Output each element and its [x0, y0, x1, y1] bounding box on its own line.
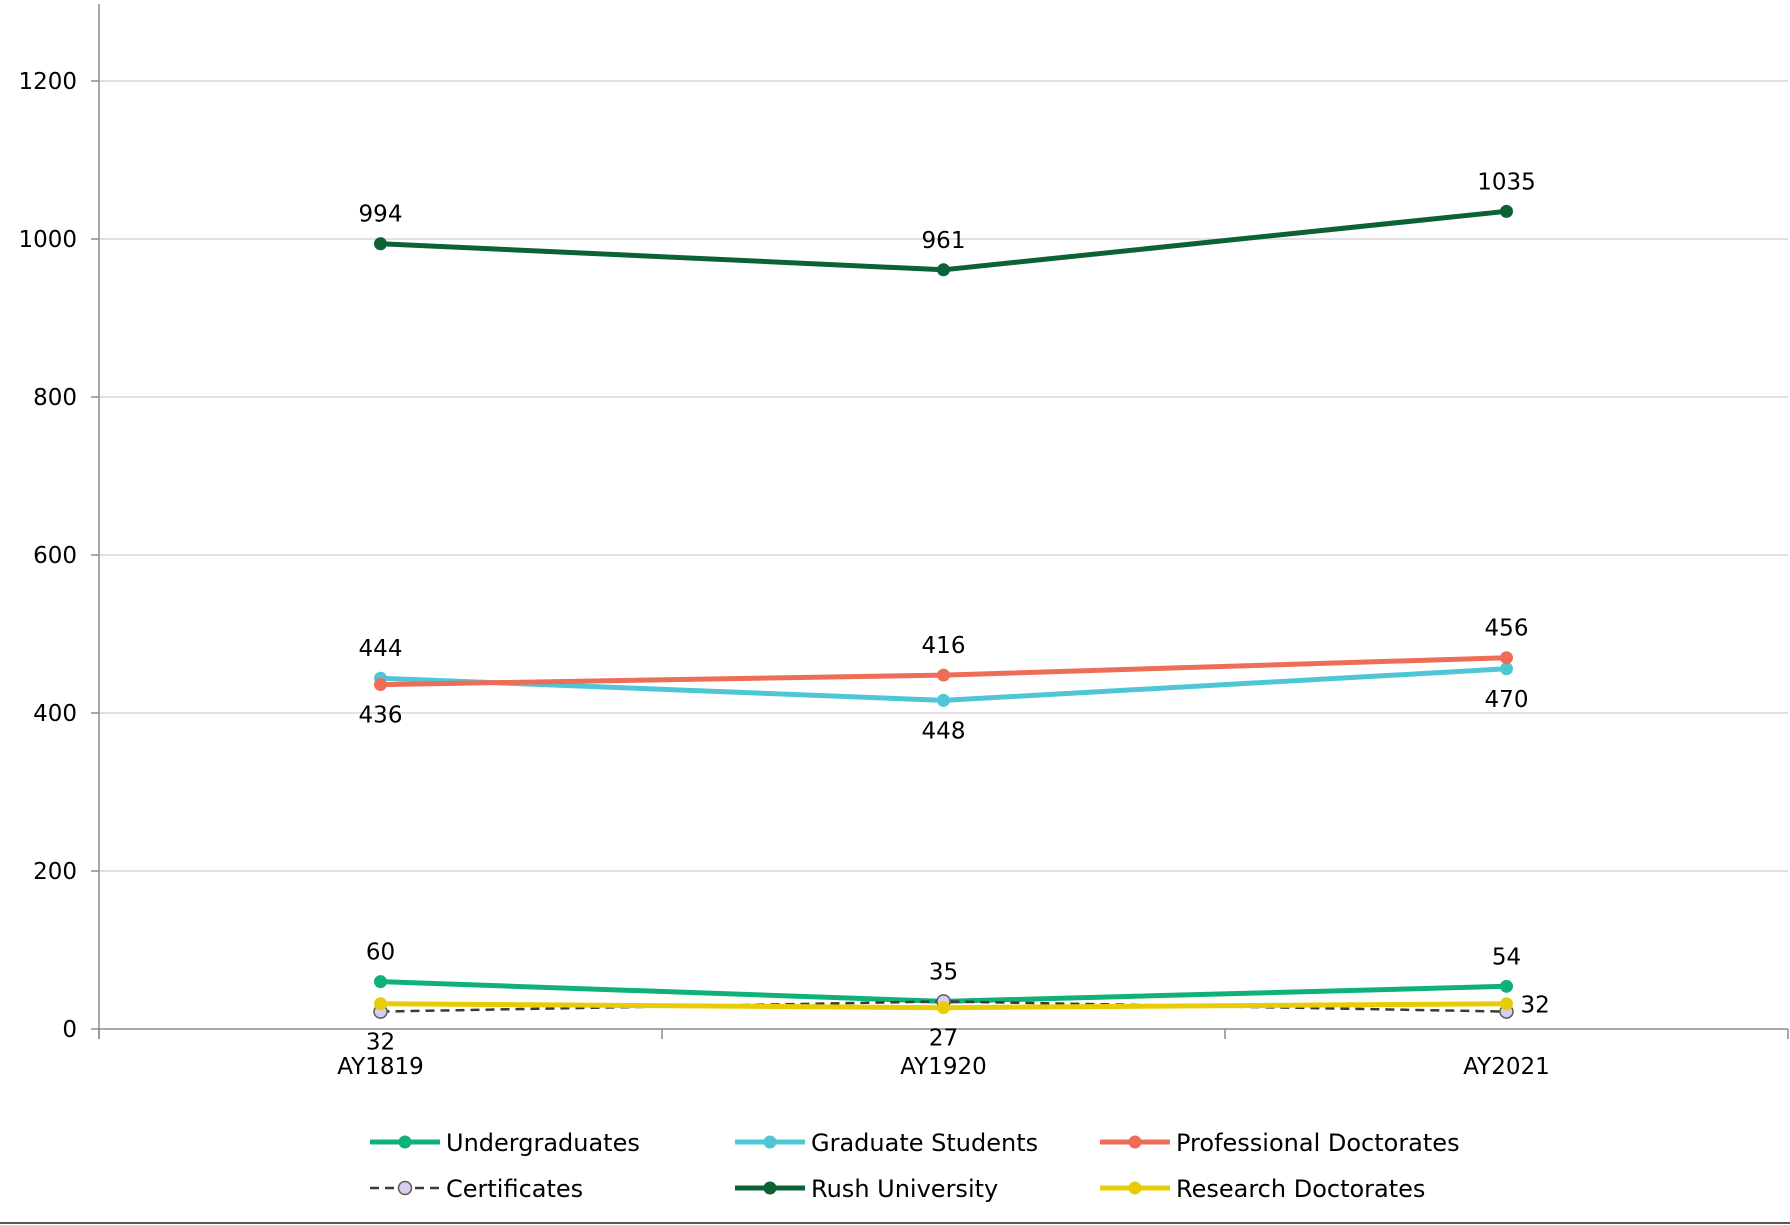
x-tick-label: AY1920 [900, 1054, 987, 1080]
data-label: 961 [922, 228, 966, 254]
data-point [1500, 662, 1513, 676]
data-point [1500, 204, 1513, 218]
series-professional-doctorates [374, 651, 1513, 692]
legend-item: Rush University [735, 1175, 998, 1203]
legend-item: Undergraduates [370, 1129, 640, 1157]
data-point [374, 678, 387, 692]
series-lines [373, 204, 1514, 1019]
data-point [1500, 979, 1513, 993]
legend-swatch-marker [763, 1135, 777, 1149]
legend-label: Professional Doctorates [1176, 1129, 1460, 1157]
data-label: 32 [366, 1030, 395, 1056]
data-label: 994 [359, 202, 403, 228]
legend-label: Undergraduates [446, 1129, 640, 1157]
data-point [374, 237, 387, 251]
legend-label: Graduate Students [811, 1129, 1038, 1157]
y-tick-label: 800 [33, 385, 77, 411]
x-tick-label: AY2021 [1463, 1054, 1550, 1080]
legend-item: Research Doctorates [1100, 1175, 1425, 1203]
legend-item: Certificates [370, 1175, 583, 1203]
legend: Undergraduates Graduate Students Professio… [370, 1129, 1460, 1203]
data-point [1500, 997, 1513, 1011]
data-label: 456 [1485, 616, 1529, 642]
legend-swatch-marker [398, 1135, 412, 1149]
data-label: 436 [359, 703, 403, 729]
y-tick-label: 400 [33, 701, 77, 727]
data-label: 1035 [1477, 169, 1536, 195]
axes: 0 200 400 600 800 1000 1200 AY1819 AY1920 AY2021 [0, 4, 1790, 1224]
data-label: 470 [1485, 687, 1529, 713]
series-rush-university [374, 204, 1513, 277]
x-tick-label: AY1819 [337, 1054, 424, 1080]
legend-label: Certificates [446, 1175, 583, 1203]
legend-swatch-marker [1128, 1181, 1142, 1195]
data-point [1500, 651, 1513, 665]
data-label: 27 [929, 1026, 958, 1052]
data-label: 416 [922, 633, 966, 659]
data-point [937, 668, 950, 682]
legend-swatch-marker [763, 1181, 777, 1195]
y-tick-label: 600 [33, 543, 77, 569]
data-label: 60 [366, 940, 395, 966]
legend-item: Professional Doctorates [1100, 1129, 1460, 1157]
legend-item: Graduate Students [735, 1129, 1038, 1157]
y-tick-label: 1000 [18, 227, 77, 253]
legend-swatch-marker [1128, 1135, 1142, 1149]
data-label: 444 [359, 636, 403, 662]
legend-label: Research Doctorates [1176, 1175, 1425, 1203]
data-point [374, 997, 387, 1011]
legend-swatch-marker [397, 1180, 413, 1196]
data-point [937, 693, 950, 707]
data-label: 32 [1521, 993, 1550, 1019]
data-label: 448 [922, 718, 966, 744]
legend-label: Rush University [811, 1175, 998, 1203]
y-tick-label: 1200 [18, 69, 77, 95]
data-label: 54 [1492, 944, 1521, 970]
series-research-doctorates [374, 997, 1513, 1015]
data-point [937, 263, 950, 277]
data-point [937, 1001, 950, 1015]
grid-lines [99, 80, 1788, 872]
data-point [374, 975, 387, 989]
data-label: 35 [929, 959, 958, 985]
y-tick-label: 200 [33, 859, 77, 885]
y-tick-label: 0 [62, 1017, 77, 1043]
